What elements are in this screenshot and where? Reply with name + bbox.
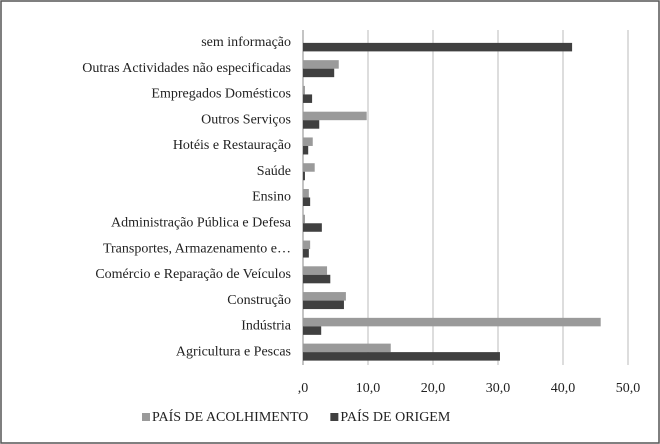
y-tick-label: Comércio e Reparação de Veículos [95,267,291,282]
x-tick-label: 10,0 [356,381,381,396]
bar [303,292,346,301]
x-tick-label: 20,0 [421,381,446,396]
y-tick-label: sem informação [201,35,291,50]
bar [303,68,335,78]
legend-label: PAÍS DE ACOLHIMENTO [152,408,308,425]
y-tick-label: Construção [227,293,291,308]
y-tick-label: Outros Serviços [201,112,291,127]
bar [303,85,305,95]
y-tick-label: Hotéis e Restauração [173,138,291,153]
x-tick-label: ,0 [298,381,309,396]
y-tick-label: Transportes, Armazenamento e… [103,241,291,256]
bar [303,42,573,52]
y-tick-label: Administração Pública e Defesa [111,215,292,230]
bar [303,326,322,335]
x-tick-label: 50,0 [616,381,641,396]
bar [303,249,309,258]
x-tick-label: 30,0 [486,381,511,396]
y-tick-label: Ensino [252,190,291,205]
bar [303,223,322,232]
bar [303,120,320,129]
y-tick-label: Indústria [241,319,292,334]
bar [303,317,601,327]
bar [303,266,328,275]
bar [303,240,311,250]
y-tick-label: Outras Actividades não especificadas [82,61,291,76]
bar [303,145,309,155]
bar [303,94,313,103]
bar [303,171,305,181]
bar [303,188,309,198]
bar [303,163,315,172]
y-tick-label: Empregados Domésticos [151,87,291,102]
bar [303,343,391,353]
bar [303,60,339,69]
bar [303,111,367,121]
bar [303,137,313,146]
legend-swatch [330,413,339,421]
bar [303,274,331,284]
legend-swatch [142,413,150,421]
bar [303,214,305,224]
y-tick-label: Saúde [257,164,291,179]
x-tick-label: 40,0 [551,381,576,396]
y-tick-label: Agricultura e Pescas [176,344,291,359]
bar [303,300,344,310]
bar [303,352,500,361]
bar [303,197,311,207]
legend-label: PAÍS DE ORIGEM [340,408,450,425]
